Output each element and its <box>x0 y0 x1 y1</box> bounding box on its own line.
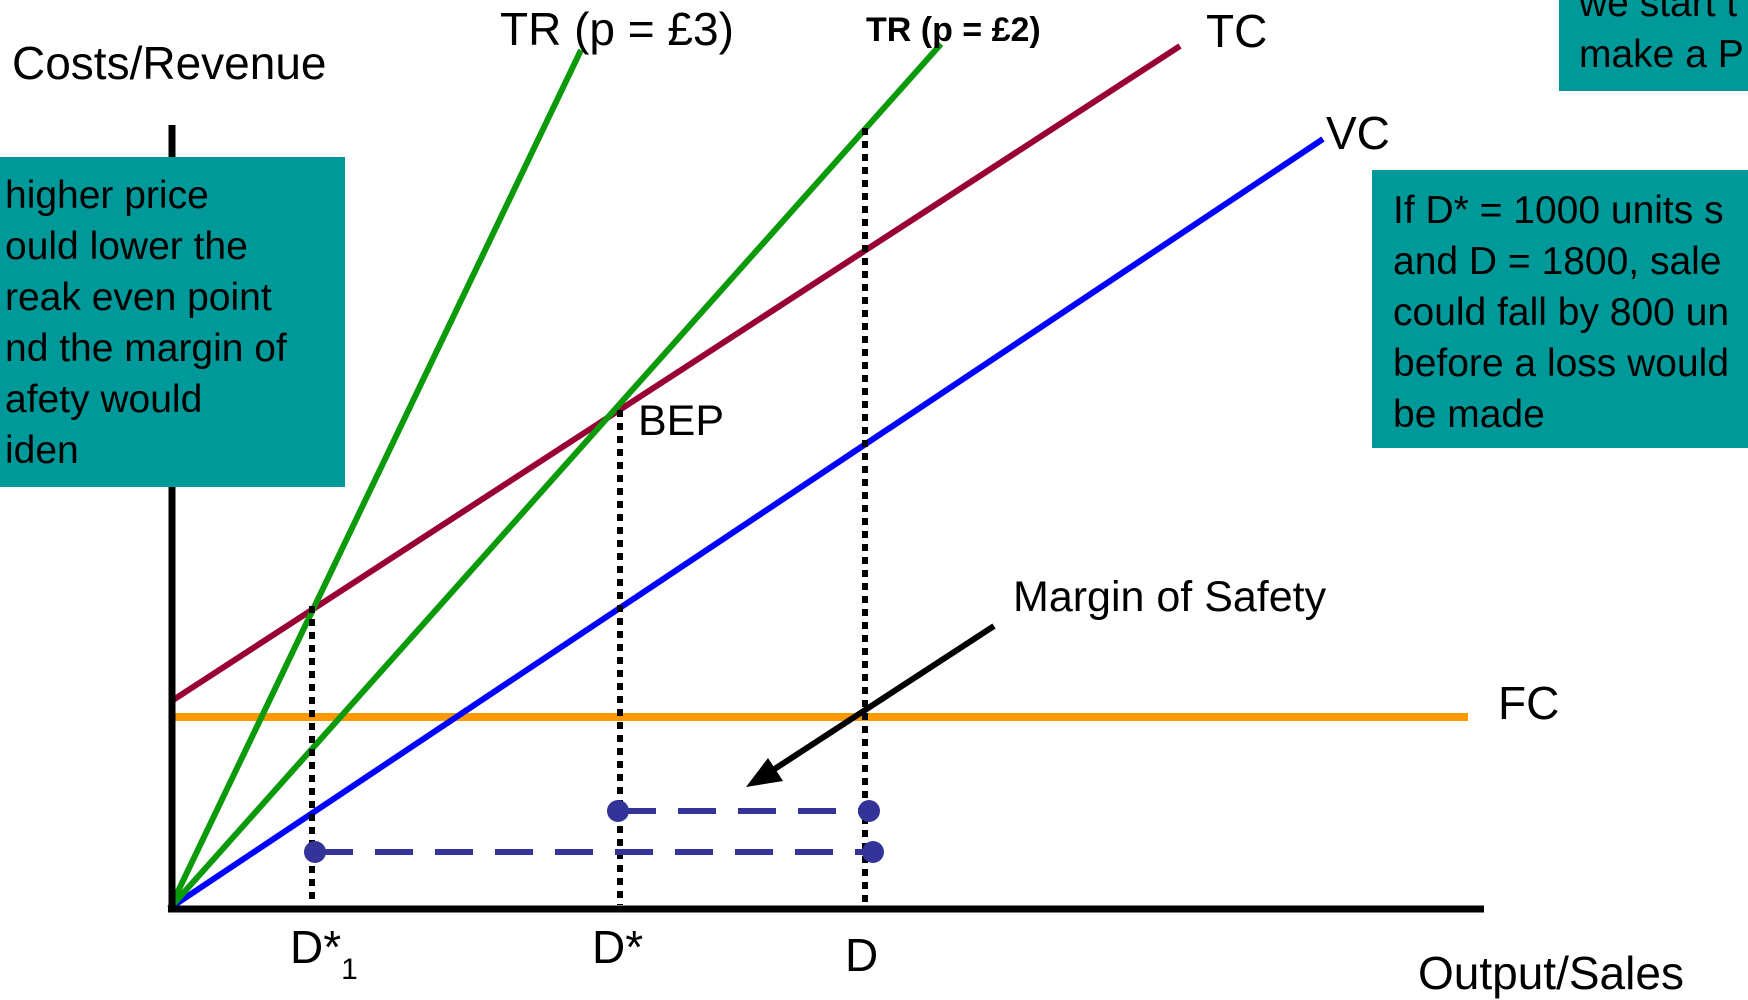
tr-low-line <box>167 42 944 910</box>
d-star-1-tick-label: D*1 <box>290 921 358 986</box>
bep-label: BEP <box>638 397 725 445</box>
margin-bar-lower-start-dot <box>304 841 326 863</box>
fc-label: FC <box>1498 677 1560 729</box>
top-right-info-box: we start t make a P <box>1559 0 1748 91</box>
tc-line <box>168 43 1182 705</box>
tr-high-line <box>167 48 584 910</box>
margin-bar-lower-end-dot <box>862 841 884 863</box>
d-star-tick-label: D* <box>592 921 644 973</box>
tr-low-label: TR (p = £2) <box>866 11 1041 49</box>
x-axis-label: Output/Sales <box>1418 947 1684 999</box>
tr-high-label: TR (p = £3) <box>500 3 734 55</box>
vc-line <box>168 136 1325 911</box>
tc-label: TC <box>1206 5 1268 57</box>
margin-bar-upper-end-dot <box>858 800 880 822</box>
margin-of-safety-label: Margin of Safety <box>1013 573 1327 621</box>
margin-arrow-head <box>746 758 783 787</box>
right-info-box: If D* = 1000 units s and D = 1800, sale … <box>1372 170 1748 448</box>
margin-arrow-shaft <box>768 623 996 775</box>
y-axis-label: Costs/Revenue <box>12 37 327 89</box>
d-tick-label: D <box>845 929 879 981</box>
margin-bar-upper-start-dot <box>607 800 629 822</box>
vc-label: VC <box>1326 107 1390 159</box>
left-info-box: higher price ould lower the reak even po… <box>0 157 345 487</box>
